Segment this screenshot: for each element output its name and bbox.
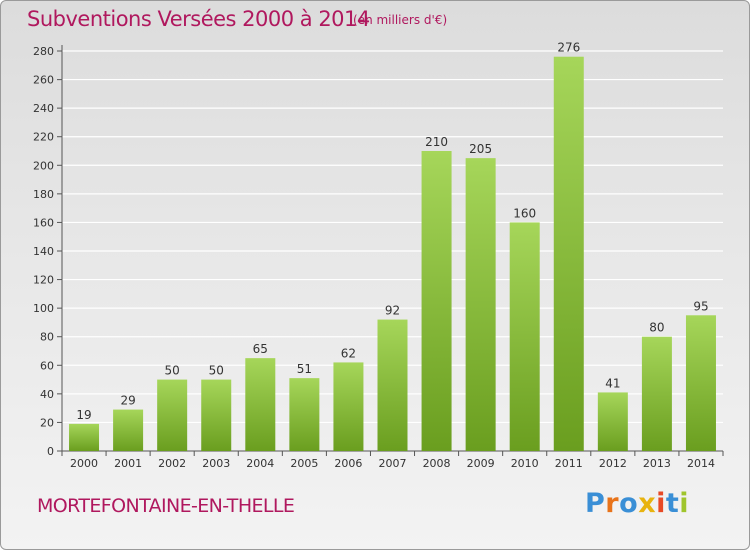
y-tick-label: 180 [33,188,54,201]
bar-2001 [113,409,144,451]
y-tick-label: 120 [33,274,54,287]
logo-letter: r [605,488,620,519]
bar-2008 [421,151,452,451]
data-label: 92 [385,304,400,318]
y-tick-label: 260 [33,74,54,87]
data-label: 276 [557,41,580,55]
bar-2002 [157,379,188,451]
data-labels: 19 29 50 50 65 51 62 92 210 205 160 276 41 80 95 [76,41,708,422]
bars [69,56,716,451]
x-tick-label: 2012 [599,457,627,470]
logo-letter: x [638,488,657,519]
y-tick-label: 60 [40,359,54,372]
y-tick-label: 0 [47,445,54,458]
logo-letter: o [619,488,639,519]
data-label: 51 [297,362,312,376]
y-tick-label: 40 [40,388,54,401]
bar-2003 [201,379,232,451]
data-label: 50 [165,364,180,378]
proxiti-logo: Proxiti [585,488,689,519]
y-tick-label: 20 [40,416,54,429]
x-tick-label: 2007 [379,457,407,470]
x-tick-label: 2014 [687,457,715,470]
x-tick-labels: 2000 2001 2002 2003 2004 2005 2006 2007 2008 2009… [70,457,715,470]
y-tick-label: 140 [33,245,54,258]
y-tick-labels: 0 20 40 60 80 100 120 140 160 180 200 220 240 260 280 [33,45,54,458]
data-label: 80 [649,321,664,335]
bar-2009 [465,158,496,451]
data-label: 95 [693,299,708,313]
bar-2013 [641,336,672,451]
x-tick-label: 2001 [114,457,142,470]
y-tick-label: 160 [33,216,54,229]
data-label: 19 [76,408,91,422]
y-tick-label: 240 [33,102,54,115]
bar-2006 [333,362,364,451]
y-tick-label: 280 [33,45,54,58]
x-tick-label: 2011 [555,457,583,470]
x-tick-label: 2013 [643,457,671,470]
logo-letter: P [585,488,606,519]
bar-2010 [509,222,540,451]
data-label: 50 [209,364,224,378]
logo-letter: i [656,488,666,519]
y-tick-label: 100 [33,302,54,315]
bar-2000 [69,423,100,451]
x-tick-label: 2010 [511,457,539,470]
data-label: 210 [425,135,448,149]
x-tick-label: 2005 [290,457,318,470]
chart-title: Subventions Versées 2000 à 2014 [27,7,370,31]
data-label: 65 [253,342,268,356]
logo-letter: t [665,488,680,519]
data-label: 29 [120,394,135,408]
x-tick-label: 2009 [467,457,495,470]
bar-2012 [597,392,628,451]
data-label: 205 [469,142,492,156]
unit-note: (en milliers d'€) [353,13,448,27]
x-tick-label: 2008 [423,457,451,470]
x-tick-label: 2002 [158,457,186,470]
x-tick-label: 2000 [70,457,98,470]
bar-2005 [289,378,320,451]
logo-letter: i [679,488,690,519]
data-label: 160 [513,206,536,220]
data-label: 41 [605,376,620,390]
y-tick-label: 200 [33,159,54,172]
x-tick-label: 2003 [202,457,230,470]
x-tick-label: 2004 [246,457,274,470]
y-tick-label: 80 [40,331,54,344]
commune-name: MORTEFONTAINE-EN-THELLE [37,495,295,517]
bar-2011 [553,56,584,451]
data-label: 62 [341,346,356,360]
x-tick-label: 2006 [334,457,362,470]
y-tick-label: 220 [33,131,54,144]
bar-2014 [685,315,716,451]
bar-2007 [377,319,408,451]
bar-2004 [245,358,276,451]
